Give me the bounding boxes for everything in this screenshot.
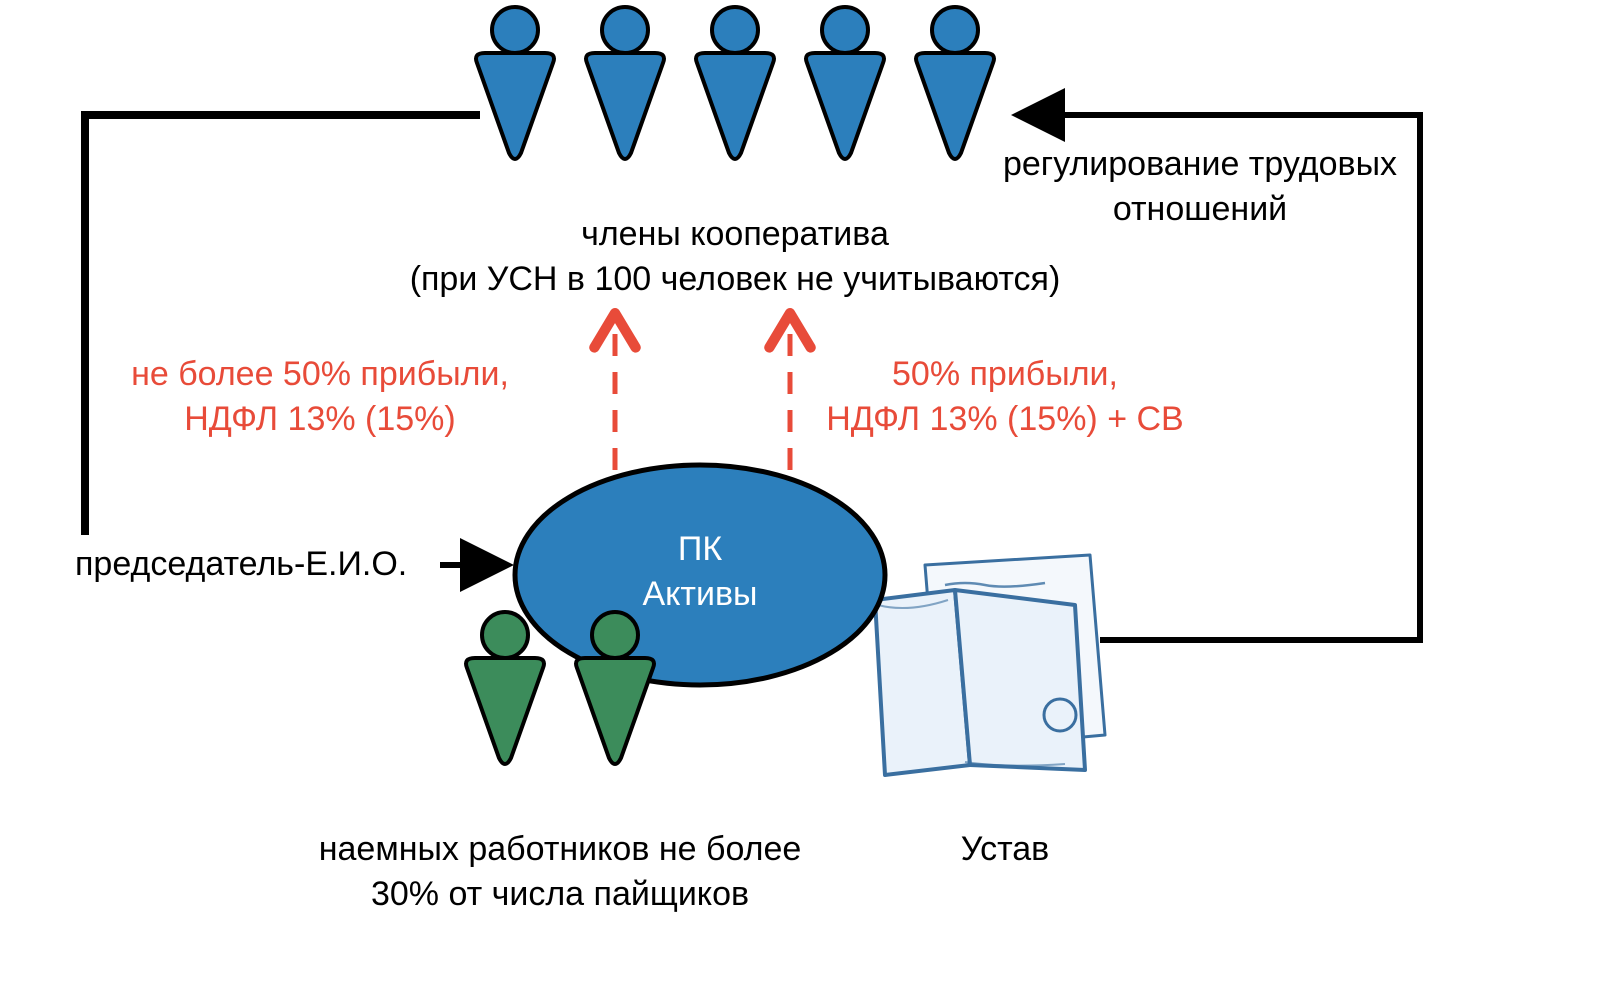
pk-line2: Активы: [643, 575, 758, 613]
regulation-label-1: регулирование трудовых: [1003, 145, 1397, 183]
workers-label-2: 30% от числа пайщиков: [371, 875, 749, 913]
members-label-1: члены кооператива: [581, 215, 889, 253]
profit-left-2: НДФЛ 13% (15%): [184, 400, 456, 438]
regulation-label-2: отношений: [1113, 190, 1287, 228]
charter-label: Устав: [961, 830, 1050, 868]
profit-right-1: 50% прибыли,: [892, 355, 1118, 393]
members-label-2: (при УСН в 100 человек не учитываются): [410, 260, 1061, 298]
diagram-canvas: ПК Активы члены кооператива (при УСН в 1…: [0, 0, 1600, 997]
members-group: [476, 7, 994, 159]
workers-label-1: наемных работников не более: [319, 830, 802, 868]
profit-left-1: не более 50% прибыли,: [131, 355, 509, 393]
chairman-label: председатель-Е.И.О.: [75, 545, 407, 583]
pk-line1: ПК: [678, 530, 722, 568]
profit-right-2: НДФЛ 13% (15%) + СВ: [826, 400, 1183, 438]
left-connector: [85, 115, 480, 535]
charter-document-icon: [875, 555, 1105, 775]
